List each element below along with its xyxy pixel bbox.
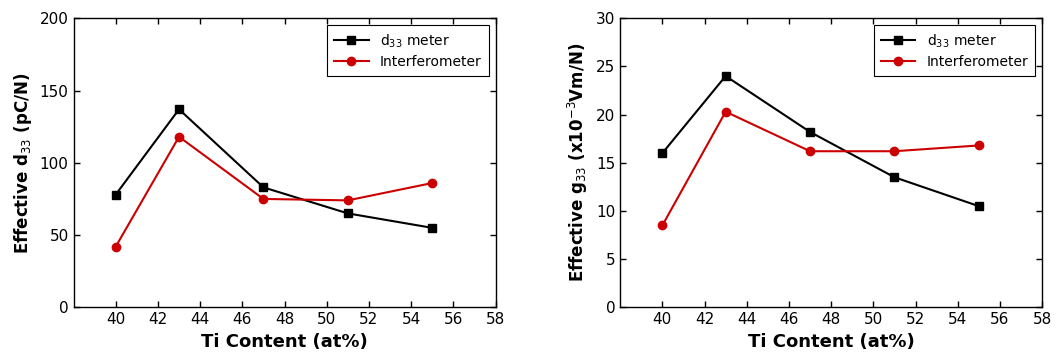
Interferometer — [257, 197, 270, 201]
d$_{33}$ meter — [719, 74, 732, 78]
X-axis label: Ti Content (at%): Ti Content (at%) — [201, 333, 368, 351]
Interferometer — [972, 143, 985, 148]
Interferometer — [888, 149, 901, 154]
Interferometer — [803, 149, 816, 154]
Line: d$_{33}$ meter: d$_{33}$ meter — [659, 72, 983, 210]
d$_{33}$ meter — [257, 185, 270, 189]
Legend: d$_{33}$ meter, Interferometer: d$_{33}$ meter, Interferometer — [327, 25, 488, 76]
d$_{33}$ meter — [110, 192, 122, 197]
X-axis label: Ti Content (at%): Ti Content (at%) — [748, 333, 915, 351]
Interferometer — [656, 223, 669, 228]
d$_{33}$ meter — [888, 175, 901, 179]
Legend: d$_{33}$ meter, Interferometer: d$_{33}$ meter, Interferometer — [874, 25, 1035, 76]
Interferometer — [426, 181, 438, 185]
d$_{33}$ meter — [342, 211, 354, 216]
Interferometer — [719, 110, 732, 114]
Interferometer — [172, 135, 185, 139]
Line: Interferometer: Interferometer — [112, 132, 436, 251]
d$_{33}$ meter — [656, 151, 669, 155]
Y-axis label: Effective g$_{33}$ (x10$^{-3}$Vm/N): Effective g$_{33}$ (x10$^{-3}$Vm/N) — [566, 43, 591, 282]
d$_{33}$ meter — [803, 130, 816, 134]
Interferometer — [110, 244, 122, 249]
d$_{33}$ meter — [972, 204, 985, 208]
d$_{33}$ meter — [426, 226, 438, 230]
Interferometer — [342, 198, 354, 203]
Y-axis label: Effective d$_{33}$ (pC/N): Effective d$_{33}$ (pC/N) — [12, 72, 34, 253]
d$_{33}$ meter — [172, 107, 185, 111]
Line: Interferometer: Interferometer — [659, 107, 983, 230]
Line: d$_{33}$ meter: d$_{33}$ meter — [112, 105, 436, 232]
